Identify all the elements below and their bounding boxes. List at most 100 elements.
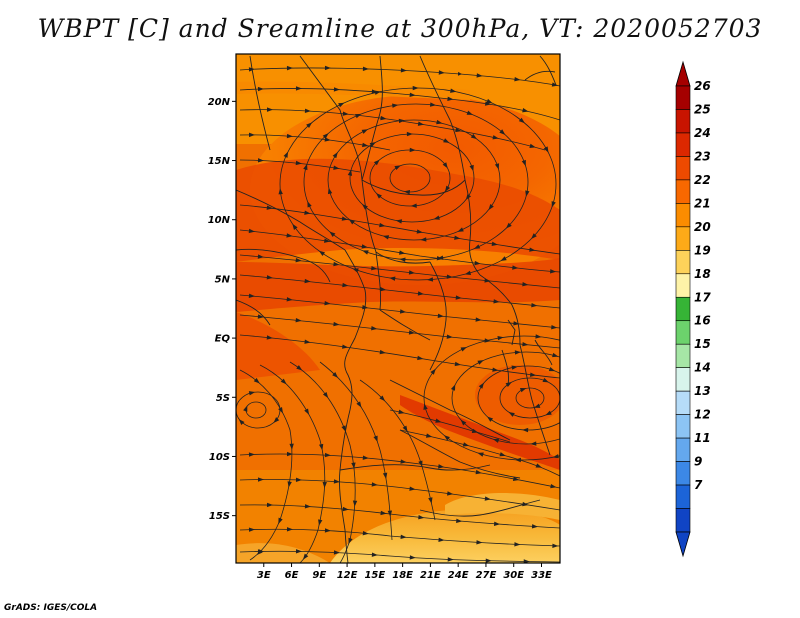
colorbar-label: 9 xyxy=(694,455,702,469)
streamline-arrowhead xyxy=(487,416,494,422)
streamline-arrowhead xyxy=(473,244,481,249)
streamline-arrowhead xyxy=(444,185,451,192)
streamline-arrowhead xyxy=(436,119,443,125)
streamline-arrowhead xyxy=(438,464,445,469)
streamline-arrowhead xyxy=(455,295,462,300)
streamline-arrowhead xyxy=(303,163,308,171)
streamline-arrowhead xyxy=(521,159,526,167)
colorbar-swatch xyxy=(675,132,691,157)
streamline-arrowhead xyxy=(484,496,491,501)
streamline-arrowhead xyxy=(382,472,388,479)
streamline-arrowhead xyxy=(470,133,477,140)
streamline-arrowhead xyxy=(324,452,331,458)
streamline-arrowhead xyxy=(333,165,340,170)
grads-credit: GrADS: IGES/COLA xyxy=(4,603,98,613)
streamline-arrowhead xyxy=(417,121,425,126)
streamline-arrowhead xyxy=(474,260,481,266)
colorbar-swatch xyxy=(675,343,691,368)
streamline-arrowhead xyxy=(318,443,324,451)
streamline-arrowhead xyxy=(248,67,255,72)
streamline-arrowhead xyxy=(454,235,461,240)
colorbar-label: 20 xyxy=(694,220,711,234)
streamline-arrowhead xyxy=(466,110,473,115)
streamline-arrowhead xyxy=(460,347,467,352)
colorbar-label: 13 xyxy=(694,384,711,398)
colorbar-swatch xyxy=(675,437,691,462)
streamline-arrowhead xyxy=(333,550,340,555)
streamline-arrowhead xyxy=(484,278,491,283)
streamline-arrowhead xyxy=(333,479,340,484)
colorbar-label: 12 xyxy=(694,408,711,422)
streamline-arrowhead xyxy=(585,370,592,377)
streamline-arrowhead xyxy=(492,135,499,140)
streamline-arrowhead xyxy=(551,201,556,208)
lat-tick-label: 15N xyxy=(208,156,231,167)
colorbar-min-triangle xyxy=(675,531,691,558)
streamline-arrowhead xyxy=(286,527,293,532)
streamline-arrowhead xyxy=(499,129,506,135)
streamline-arrowhead xyxy=(348,219,355,225)
colorbar-label: 17 xyxy=(694,290,711,304)
streamline-arrows xyxy=(238,65,592,563)
colorbar-label: 26 xyxy=(694,79,711,93)
streamline-arrowhead xyxy=(362,305,369,310)
streamline-arrowhead xyxy=(351,462,356,469)
streamline-arrowhead xyxy=(362,66,369,71)
colorbar-swatch xyxy=(675,156,691,181)
streamline-arrowhead xyxy=(412,85,419,91)
streamline-arrowhead xyxy=(304,408,310,415)
streamline-arrowhead xyxy=(380,287,387,292)
streamline-arrowhead xyxy=(302,553,309,560)
streamline-arrowhead xyxy=(550,269,557,274)
streamline-arrowhead xyxy=(278,406,283,414)
colorbar-label: 7 xyxy=(694,478,703,492)
streamline-arrowhead xyxy=(333,87,340,92)
streamline-arrowhead xyxy=(476,73,483,78)
streamline-arrowhead xyxy=(435,418,442,423)
streamline-arrowhead xyxy=(324,300,331,306)
streamline-arrowhead xyxy=(423,403,428,410)
streamline-arrowhead xyxy=(318,250,326,256)
colorbar-swatch xyxy=(675,414,691,439)
streamline-arrowhead xyxy=(304,339,311,344)
streamline-arrowhead xyxy=(420,237,427,242)
streamline-arrowhead xyxy=(446,334,453,339)
colorbar-swatch xyxy=(675,461,691,486)
streamline-arrowhead xyxy=(409,486,416,491)
streamline-arrowhead xyxy=(379,222,386,228)
streamline-arrowhead xyxy=(438,537,445,542)
lon-tick-label: 27E xyxy=(476,570,497,581)
streamline-arrowhead xyxy=(409,555,416,560)
streamline-arrowhead xyxy=(513,321,520,326)
streamline-arrowhead xyxy=(514,350,521,355)
streamline-arrowhead xyxy=(518,117,525,124)
streamline-arrowhead xyxy=(476,540,483,545)
streamline-arrowhead xyxy=(323,238,331,243)
streamline-arrowhead xyxy=(492,438,500,443)
streamline-arrowhead xyxy=(525,190,530,197)
streamline-arrowhead xyxy=(248,527,255,532)
streamline-arrowhead xyxy=(408,270,416,275)
streamline-arrowhead xyxy=(376,192,382,199)
streamline-arrowhead xyxy=(512,476,520,481)
streamline-arrowhead xyxy=(512,265,519,270)
streamline-arrowhead xyxy=(354,113,362,119)
streamline-arrowhead xyxy=(450,384,456,391)
streamline-arrowhead xyxy=(341,216,348,221)
streamline-arrowhead xyxy=(322,481,327,489)
colorbar-swatch xyxy=(675,203,691,228)
streamline-arrowhead xyxy=(531,233,537,240)
streamline-arrowhead xyxy=(324,528,331,533)
streamline-arrowhead xyxy=(371,266,378,271)
streamline-arrowhead xyxy=(243,405,248,412)
colorbar-swatch xyxy=(675,390,691,415)
streamline-arrowhead xyxy=(535,334,542,339)
streamline-arrowhead xyxy=(478,382,485,389)
colorbar-swatch xyxy=(675,484,691,509)
streamline-arrowhead xyxy=(428,497,433,504)
streamline-arrowhead xyxy=(400,68,407,73)
colorbar-label: 24 xyxy=(694,126,711,140)
streamline-arrowhead xyxy=(257,158,264,163)
streamline-arrowhead xyxy=(286,133,293,139)
streamline-arrowhead xyxy=(295,160,302,166)
